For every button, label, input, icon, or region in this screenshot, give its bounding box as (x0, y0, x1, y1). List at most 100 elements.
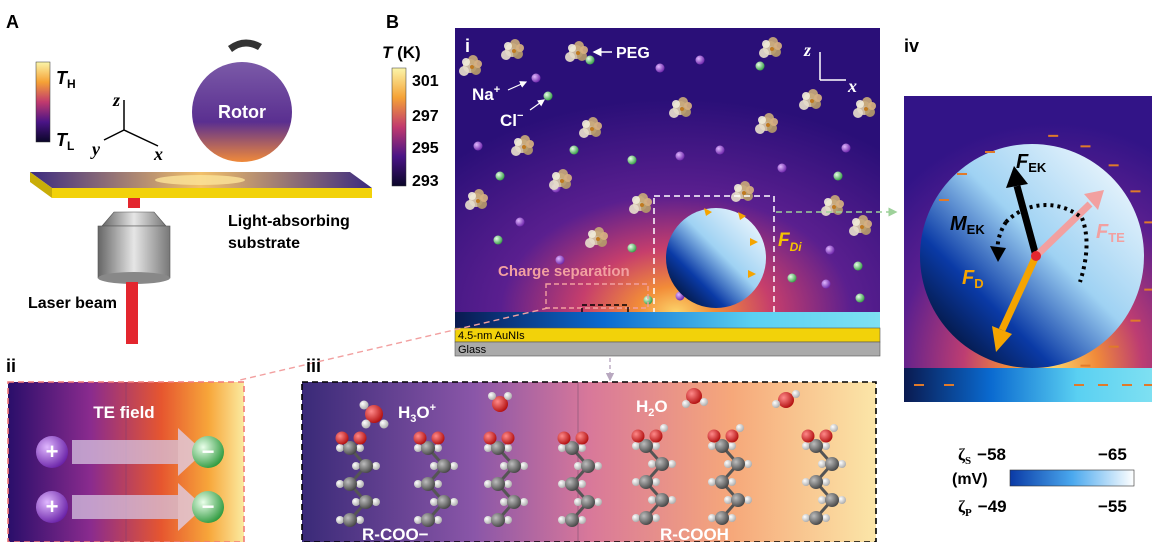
f-te-label: FTE (1096, 221, 1125, 245)
rotor-sphere (192, 62, 292, 162)
peg-molecules (459, 37, 876, 248)
cation-sign: + (46, 439, 59, 464)
anion-sign: − (202, 439, 215, 464)
sodium-ion (655, 63, 665, 73)
substrate-side (30, 172, 52, 198)
laser-spot (128, 198, 140, 208)
chloride-ion (853, 261, 863, 271)
rotor-label: Rotor (218, 102, 266, 122)
peg-molecule (501, 39, 524, 60)
zeta-p-max: −55 (1098, 497, 1127, 516)
laser-beam-label: Laser beam (28, 295, 117, 312)
sodium-ion (715, 145, 725, 155)
chloride-ion (627, 155, 637, 165)
panel-b: B T (K) 301 297 295 293 i PEG Na+ Cl− z … (239, 12, 898, 382)
anion-sign: − (202, 494, 215, 519)
chloride-ion (493, 235, 503, 245)
sodium-ion (555, 255, 565, 265)
axis-z-label-b: z (803, 40, 811, 60)
f-te-arrow (1033, 201, 1093, 259)
water-label: H2O (636, 397, 668, 419)
water-icon (682, 388, 708, 408)
panel-iv-label: iv (904, 36, 919, 56)
cl-pointer (529, 99, 545, 111)
te-arrow-head (178, 428, 204, 476)
peg-molecule (849, 215, 872, 236)
peg-molecule (853, 97, 876, 118)
na-pointer (507, 81, 528, 91)
substrate-front (52, 188, 372, 198)
carboxyl-chain (707, 424, 752, 525)
cation-icon (36, 491, 68, 523)
axis-y-label: y (90, 139, 101, 159)
objective-lens-icon (97, 211, 171, 284)
te-field-label: TE field (93, 403, 154, 422)
cation-sign: + (46, 494, 59, 519)
chloride-ion (585, 55, 595, 65)
colorbar-high-label: TH (56, 68, 76, 91)
carboxylic-acid-label: R-COOH (660, 525, 729, 542)
te-arrow-shaft (72, 495, 178, 519)
chloride-ion (627, 243, 637, 253)
aunis-label: 4.5-nm AuNIs (458, 330, 525, 342)
f-d-label: FD (962, 267, 984, 291)
rotation-arrow-icon (228, 39, 262, 52)
zoom-box-ii (545, 283, 649, 309)
panel-iii-label: iii (306, 356, 321, 376)
panel-ii: ii TE field + − + − (6, 356, 245, 542)
panel-iii: iii H3O+ H2O R-COO− R-COOH (301, 356, 877, 542)
hot-spot (155, 175, 245, 185)
f-d-arrow-head (992, 326, 1012, 352)
cl-label: Cl− (500, 110, 523, 130)
colorbar-tick: 293 (412, 173, 439, 190)
peg-molecule (465, 189, 488, 210)
rotor-center (1031, 251, 1041, 261)
carboxyl-chain (631, 424, 676, 525)
subpanel-i-label: i (465, 36, 470, 56)
fd-label: FDi (778, 230, 802, 254)
sodium-ion (777, 163, 787, 173)
temperature-colorbar (35, 61, 51, 143)
colorbar-tick: 295 (412, 140, 439, 157)
sodium-ion (695, 55, 705, 65)
panel-a: A TH TL z y x Rotor Li (6, 12, 372, 344)
substrate-label-line2: substrate (228, 235, 300, 252)
sodium-ion (515, 217, 525, 227)
diffusiophoretic-arrows (704, 208, 758, 278)
sodium-ion (821, 279, 831, 289)
axes-icon (103, 100, 159, 147)
zeta-s-row: ζS −58 (958, 445, 1006, 467)
panel-iv: iv FEK MEK FTE FD (904, 36, 1152, 402)
axes-icon-b (819, 52, 846, 81)
surface-potential-strip (455, 312, 880, 328)
carboxyl-chain (335, 431, 380, 527)
water-icon (488, 392, 512, 412)
m-ek-arc-right (1078, 217, 1089, 283)
te-arrow-shaft (72, 440, 178, 464)
zeta-p-row: ζP −49 (958, 497, 1007, 519)
zeta-s-max: −65 (1098, 445, 1127, 464)
cation-icon (36, 436, 68, 468)
laser-beam (126, 282, 138, 344)
peg-molecule (459, 55, 482, 76)
water-icon (772, 390, 800, 408)
te-arrow-head (178, 483, 204, 531)
chloride-ion (569, 145, 579, 155)
f-te-arrow-head (1084, 190, 1104, 210)
carboxyl-chain (483, 431, 528, 527)
surface-strip-iv (904, 368, 1152, 402)
zeta-legend: ζS −58 −65 (mV) ζP −49 −55 (952, 445, 1135, 519)
hydronium-icon (359, 400, 389, 429)
chloride-ion (833, 171, 843, 181)
zeta-unit: (mV) (952, 471, 988, 488)
zeta-colorbar (1009, 469, 1135, 487)
peg-molecule (759, 37, 782, 58)
peg-molecule (629, 193, 652, 214)
substrate-label-line1: Light-absorbing (228, 213, 350, 230)
na-label: Na+ (472, 84, 500, 104)
axis-x-label-b: x (847, 76, 857, 96)
glass-layer (454, 341, 881, 357)
colorbar-title: T (K) (382, 43, 421, 62)
f-d-arrow (998, 254, 1040, 332)
carboxyl-chains (335, 424, 846, 527)
